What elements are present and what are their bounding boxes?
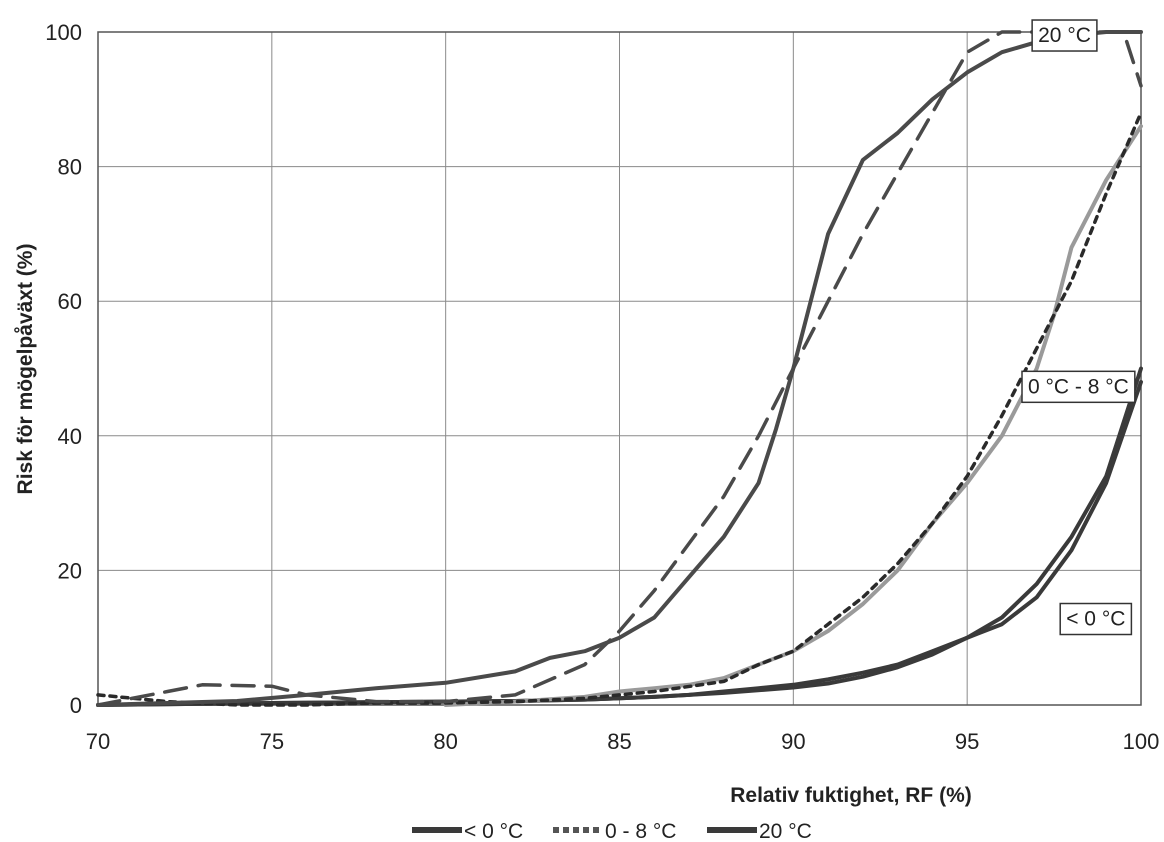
series-line-3 [96,111,1143,707]
annotation-box [1059,602,1133,636]
x-tick-label: 90 [781,729,805,754]
y-tick-label: 60 [58,289,82,314]
x-tick-label: 70 [86,729,110,754]
x-axis-title: Relativ fuktighet, RF (%) [730,784,972,807]
annotation-text: 0 °C - 8 °C [1028,375,1129,398]
annotation-box [1031,19,1098,52]
annotation-label-2: < 0 °C [1059,602,1133,636]
x-tick-label: 95 [955,729,979,754]
series-lines [96,30,1143,707]
y-axis-title: Risk för mögelpåväxt (%) [14,244,37,495]
series-line-2 [443,124,1143,707]
annotations: 20 °C 0 °C - 8 °C < 0 °C [1021,19,1136,636]
x-tick-label: 100 [1123,729,1160,754]
y-tick-labels: 0 20 40 60 80 100 [45,20,82,718]
x-tick-label: 85 [607,729,631,754]
legend-item-2: 20 °C [707,820,812,842]
legend-item-1: 0 - 8 °C [553,820,676,842]
y-tick-label: 40 [58,424,82,449]
legend-label: 20 °C [759,820,812,842]
legend-label: < 0 °C [464,820,523,842]
x-tick-label: 75 [260,729,284,754]
legend-item-0: < 0 °C [412,820,523,842]
legend-label: 0 - 8 °C [605,820,676,842]
annotation-box [1021,370,1136,404]
y-tick-label: 80 [58,155,82,180]
annotation-text: 20 °C [1038,24,1091,47]
y-tick-label: 0 [70,693,82,718]
x-tick-labels: 70 75 80 85 90 95 100 [86,729,1160,754]
x-tick-label: 80 [433,729,457,754]
legend: < 0 °C 0 - 8 °C 20 °C [412,820,812,842]
series-line-4 [96,30,1143,707]
y-tick-label: 100 [45,20,82,45]
annotation-text: < 0 °C [1066,608,1125,631]
series-line-5 [96,30,1143,707]
y-tick-label: 20 [58,558,82,583]
annotation-label-1: 0 °C - 8 °C [1021,370,1136,404]
annotation-label-0: 20 °C [1031,19,1098,52]
